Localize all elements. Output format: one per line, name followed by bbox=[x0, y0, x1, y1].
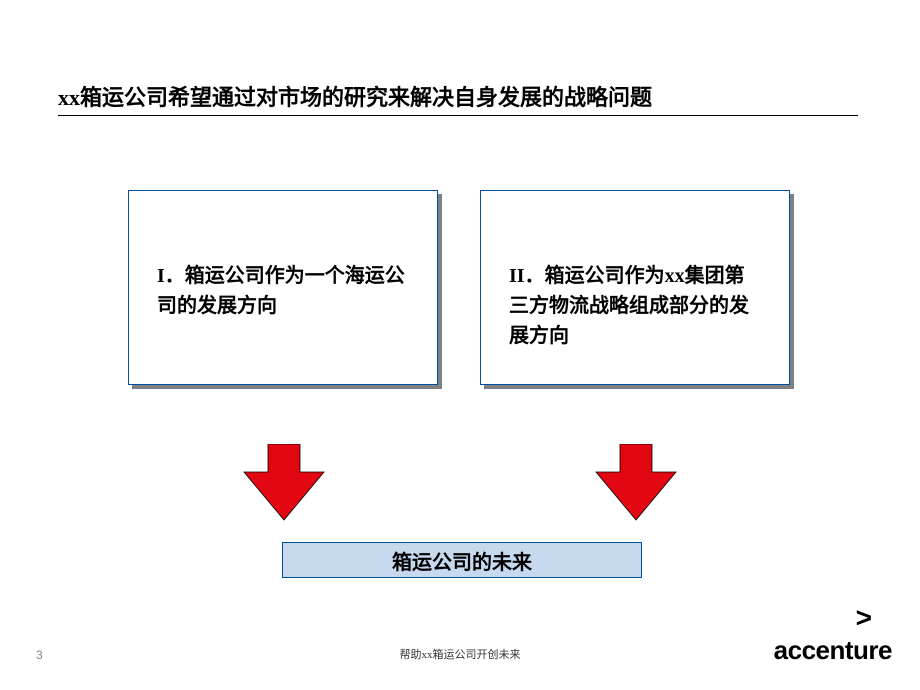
accenture-logo: accenture bbox=[774, 635, 892, 666]
arrow-down-icon bbox=[590, 444, 682, 524]
arrow-down-icon bbox=[238, 444, 330, 524]
box-text: I．箱运公司作为一个海运公司的发展方向 bbox=[129, 191, 437, 321]
slide-title: xx箱运公司希望通过对市场的研究来解决自身发展的战略问题 bbox=[58, 80, 652, 112]
box-frame: II．箱运公司作为xx集团第三方物流战略组成部分的发展方向 bbox=[480, 190, 790, 385]
title-block: xx箱运公司希望通过对市场的研究来解决自身发展的战略问题 bbox=[58, 80, 652, 112]
conclusion-box: 箱运公司的未来 bbox=[282, 542, 642, 578]
title-underline bbox=[58, 115, 858, 116]
option-box-left: I．箱运公司作为一个海运公司的发展方向 bbox=[128, 190, 438, 385]
box-frame: I．箱运公司作为一个海运公司的发展方向 bbox=[128, 190, 438, 385]
option-box-right: II．箱运公司作为xx集团第三方物流战略组成部分的发展方向 bbox=[480, 190, 790, 385]
box-text: II．箱运公司作为xx集团第三方物流战略组成部分的发展方向 bbox=[481, 191, 789, 351]
conclusion-text: 箱运公司的未来 bbox=[392, 546, 532, 575]
slide: xx箱运公司希望通过对市场的研究来解决自身发展的战略问题 I．箱运公司作为一个海… bbox=[0, 0, 920, 690]
logo-caret-icon: > bbox=[856, 602, 872, 634]
